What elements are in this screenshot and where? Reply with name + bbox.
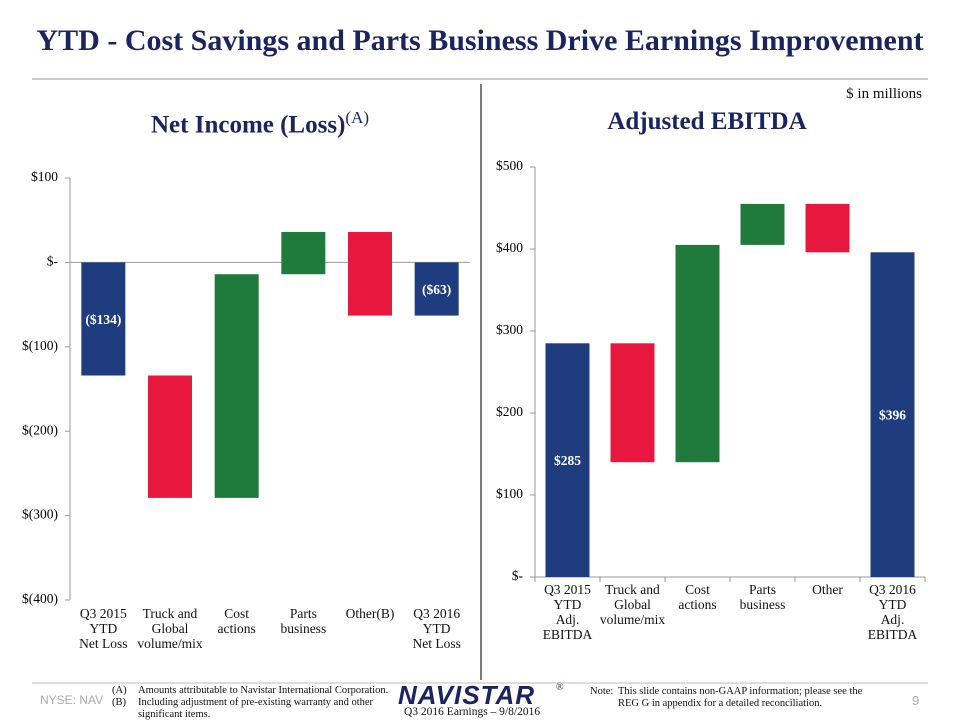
y-tick-label: $- [512,568,524,583]
chart-title: Adjusted EBITDA [607,108,807,135]
x-tick-label: Q3 2015 YTD Net Loss [79,606,128,651]
y-tick-label: $100 [31,169,58,184]
event: Q3 2016 Earnings – 9/8/2016 [404,706,541,718]
note: This slide contains non-GAAP information… [618,686,863,709]
bar [348,232,392,316]
x-tick-label: Other [812,582,843,597]
x-tick-label: Q3 2016 YTD Adj. EBITDA [867,582,918,642]
y-tick-label: $300 [496,322,523,337]
bar [545,343,590,577]
exchange: NYSE: NAV [40,693,104,707]
bar [281,232,326,275]
bar [81,262,126,376]
y-tick-label: $(100) [22,338,58,353]
bar [740,203,785,245]
bar [148,375,192,498]
x-tick-label: Parts business [739,582,786,612]
footnote: Including adjustment of pre-existing war… [138,697,374,720]
y-tick-label: $(400) [22,591,58,606]
bar [214,274,259,498]
chart-title-superscript: (A) [345,108,370,127]
y-tick-label: $500 [496,158,523,173]
y-tick-label: $100 [496,486,523,501]
value-label: $285 [554,453,581,468]
x-tick-label: Parts business [280,606,327,636]
x-tick-label: Truck and Global volume/mix [137,606,203,651]
footnote-marker: (A) [112,685,127,696]
x-tick-label: Other(B) [345,606,395,621]
slide-title: YTD - Cost Savings and Parts Business Dr… [36,24,924,57]
x-tick-label: Q3 2016 YTD Net Loss [412,606,461,651]
x-tick-label: Truck and Global volume/mix [599,582,666,627]
note-label: Note: [590,686,614,697]
y-tick-label: $(200) [22,422,58,437]
x-tick-label: Cost actions [217,606,256,636]
bar [870,252,915,577]
x-tick-label: Q3 2015 YTD Adj. EBITDA [542,582,593,642]
chart-title-text: Net Income (Loss) [150,111,346,139]
bar [610,343,655,463]
logo-mark: ® [556,682,564,693]
value-label: $396 [879,408,906,423]
chart-title: Net Income (Loss)(A) [50,108,470,139]
bar [805,203,850,253]
y-tick-label: $(300) [22,507,58,522]
logo: NAVISTAR [398,680,536,710]
value-label: ($63) [422,282,451,297]
bar [675,244,720,463]
footnote-marker: (B) [112,697,126,708]
bar [414,262,459,316]
footnote: Amounts attributable to Navistar Interna… [138,685,389,696]
y-tick-label: $200 [496,404,523,419]
units-note: $ in millions [846,86,922,102]
y-tick-label: $- [47,253,59,268]
value-label: ($134) [85,312,121,327]
y-tick-label: $400 [496,240,523,255]
page-number: 9 [912,693,920,708]
x-tick-label: Cost actions [678,582,717,612]
